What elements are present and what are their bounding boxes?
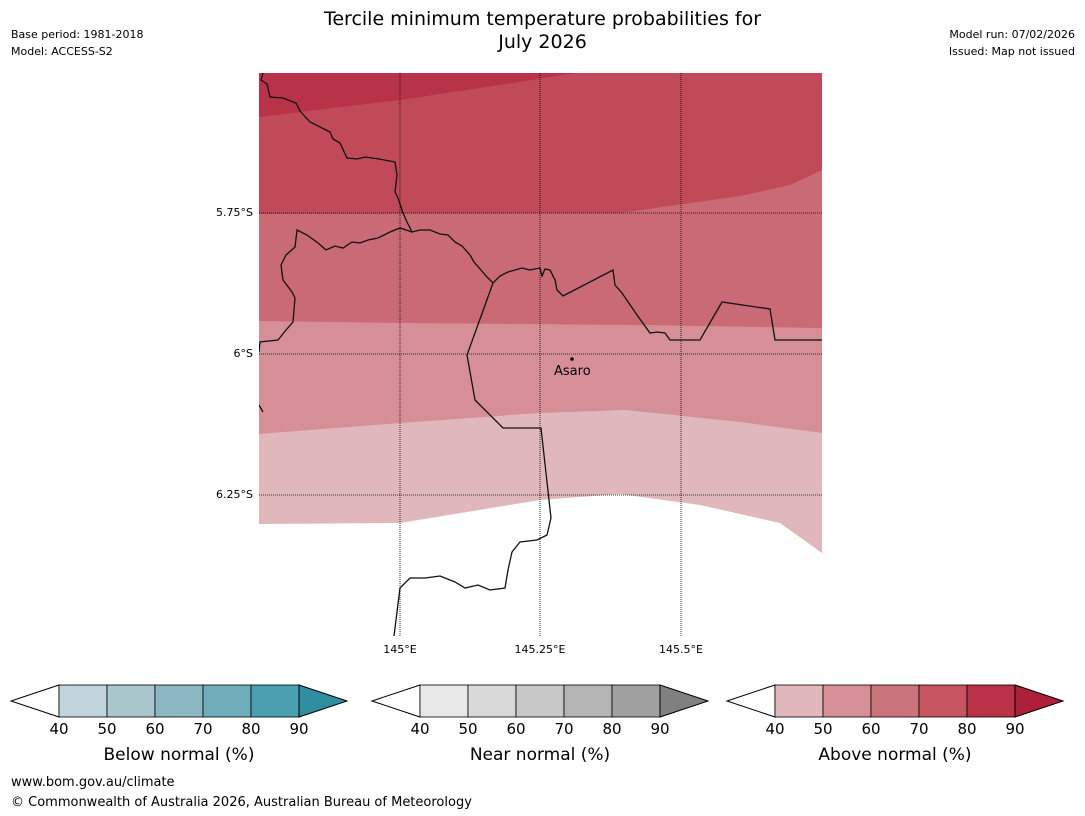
- colorbar-segment: [966, 684, 1016, 718]
- colorbar-segment: [870, 684, 920, 718]
- colorbar-segment: [419, 684, 469, 718]
- colorbar-tick-label: 40: [765, 720, 785, 738]
- colorbar-segment: [58, 684, 108, 718]
- colorbar-tick-label: 60: [145, 720, 165, 738]
- base-period: Base period: 1981-2018: [11, 28, 144, 41]
- title-line-2: July 2026: [498, 31, 587, 53]
- lat-label-6s: 6°S: [233, 347, 253, 360]
- colorbar-tick-label: 70: [554, 720, 574, 738]
- colorbar-segment: [822, 684, 872, 718]
- colorbar-segment: [250, 684, 300, 718]
- model-name: Model: ACCESS-S2: [11, 45, 113, 58]
- colorbar-label: Near normal (%): [469, 745, 611, 765]
- colorbar-tick-label: 50: [813, 720, 833, 738]
- colorbar-tick-label: 80: [602, 720, 622, 738]
- colorbar-tick-label: 60: [506, 720, 526, 738]
- colorbar-segment: [774, 684, 824, 718]
- colorbar-tick-label: 90: [1005, 720, 1025, 738]
- colorbar-under-arrow: [370, 684, 421, 718]
- colorbars: [9, 684, 1065, 718]
- colorbar-tick-label: 50: [97, 720, 117, 738]
- footer-copyright: © Commonwealth of Australia 2026, Austra…: [11, 795, 472, 810]
- colorbar-tick-label: 60: [861, 720, 881, 738]
- colorbar-over-arrow: [659, 684, 710, 718]
- colorbar-segment: [563, 684, 613, 718]
- lat-label-5-75s: 5.75°S: [216, 206, 253, 219]
- colorbar-tick-label: 40: [410, 720, 430, 738]
- footer-url[interactable]: www.bom.gov.au/climate: [11, 775, 175, 790]
- colorbar-label: Above normal (%): [818, 745, 972, 765]
- colorbar-over-arrow: [298, 684, 349, 718]
- border-lines: [259, 73, 822, 636]
- colorbar-segment: [515, 684, 565, 718]
- lon-label-145-5e: 145.5°E: [659, 643, 703, 656]
- colorbar-under-arrow: [9, 684, 60, 718]
- colorbar-tick-label: 40: [49, 720, 69, 738]
- colorbar-tick-label: 70: [909, 720, 929, 738]
- title-line-1: Tercile minimum temperature probabilitie…: [323, 8, 762, 30]
- map-title: Tercile minimum temperature probabilitie…: [0, 8, 1085, 54]
- forecast-info: Base period: 1981-2018 Model: ACCESS-S2: [11, 26, 143, 60]
- colorbar-under-arrow: [725, 684, 776, 718]
- colorbar-segment: [202, 684, 252, 718]
- band-70-80: [259, 73, 822, 214]
- colorbar-segment: [154, 684, 204, 718]
- colorbar-tick-label: 80: [241, 720, 261, 738]
- issued-status: Issued: Map not issued: [948, 45, 1075, 58]
- lat-label-6-25s: 6.25°S: [216, 488, 253, 501]
- colorbar-over-arrow: [1014, 684, 1065, 718]
- lon-label-145-25e: 145.25°E: [514, 643, 566, 656]
- colorbar-tick-label: 90: [289, 720, 309, 738]
- colorbar-tick-label: 90: [650, 720, 670, 738]
- run-info: Model run: 07/02/2026 Issued: Map not is…: [949, 26, 1075, 60]
- band-80-90: [259, 73, 575, 117]
- colorbar-segment: [467, 684, 517, 718]
- colorbar-segment: [106, 684, 156, 718]
- lon-label-145e: 145°E: [383, 643, 417, 656]
- colorbar-tick-label: 70: [193, 720, 213, 738]
- colorbar-tick-label: 50: [458, 720, 478, 738]
- place-marker-asaro: [570, 357, 574, 361]
- place-label-asaro: Asaro: [554, 364, 591, 379]
- colorbar-tick-label: 80: [957, 720, 977, 738]
- colorbar-segment: [611, 684, 661, 718]
- model-run: Model run: 07/02/2026: [949, 28, 1075, 41]
- colorbar-label: Below normal (%): [103, 745, 255, 765]
- colorbar-segment: [918, 684, 968, 718]
